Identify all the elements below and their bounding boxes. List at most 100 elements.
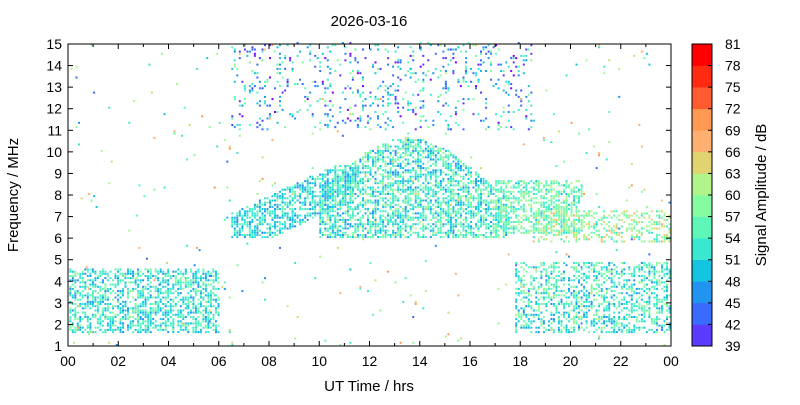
heatmap-cell [449, 214, 452, 217]
heatmap-cell [522, 283, 525, 286]
heatmap-cell [490, 225, 493, 228]
heatmap-cell [258, 201, 261, 204]
heatmap-cell [557, 182, 560, 185]
heatmap-cell [661, 307, 663, 310]
heatmap-cell [81, 303, 84, 305]
heatmap-cell [402, 223, 405, 226]
heatmap-cell [356, 225, 359, 228]
heatmap-cell [608, 225, 611, 228]
heatmap-cell [377, 145, 379, 148]
heatmap-cell [274, 221, 276, 223]
heatmap-cell [261, 223, 264, 226]
heatmap-cell [482, 216, 485, 219]
heatmap-cell [502, 193, 505, 195]
heatmap-cell [74, 309, 77, 312]
heatmap-cell [356, 203, 359, 206]
heatmap-cell [527, 287, 530, 290]
heatmap-cell [557, 229, 560, 232]
heatmap-cell [271, 212, 274, 215]
heatmap-cell [424, 193, 427, 195]
heatmap-cell [575, 212, 578, 215]
heatmap-cell [402, 147, 405, 150]
heatmap-cell [149, 311, 152, 314]
heatmap-cell [557, 322, 560, 325]
heatmap-cell [311, 205, 314, 208]
heatmap-cell [638, 229, 641, 232]
heatmap-cell [625, 214, 628, 217]
heatmap-cell [485, 186, 488, 189]
heatmap-cell [269, 231, 271, 234]
heatmap-cell [132, 290, 135, 293]
heatmap-cell [422, 229, 425, 232]
heatmap-cell [246, 221, 249, 223]
heatmap-cell [306, 177, 309, 180]
heatmap-cell [197, 316, 200, 318]
heatmap-cell [535, 210, 538, 213]
heatmap-cell [192, 281, 195, 284]
heatmap-cell [344, 210, 347, 213]
heatmap-cell [583, 264, 586, 267]
heatmap-cell [452, 154, 455, 157]
heatmap-cell [663, 240, 666, 243]
heatmap-cell [434, 162, 437, 165]
heatmap-cell [497, 205, 500, 208]
heatmap-cell [578, 197, 580, 200]
heatmap-cell [552, 229, 555, 232]
heatmap-cell [149, 296, 152, 299]
heatmap-cell [109, 277, 112, 280]
heatmap-cell [339, 188, 342, 191]
heatmap-cell [74, 313, 77, 316]
heatmap-cell [119, 311, 122, 314]
heatmap-cell [530, 307, 533, 310]
heatmap-cell [417, 186, 420, 189]
heatmap-cell [465, 208, 467, 211]
heatmap-cell [142, 328, 145, 331]
heatmap-cell [321, 205, 324, 208]
heatmap-cell [91, 290, 94, 293]
heatmap-cell [284, 201, 287, 204]
heatmap-cell [189, 322, 192, 325]
heatmap-cell [359, 210, 362, 213]
heatmap-cell [127, 307, 129, 310]
heatmap-cell [608, 300, 611, 303]
heatmap-cell [557, 320, 560, 323]
heatmap-cell [638, 328, 641, 331]
heatmap-cell [668, 277, 671, 280]
heatmap-cell [663, 303, 666, 305]
heatmap-cell [69, 294, 72, 297]
heatmap-cell [367, 210, 369, 213]
heatmap-cell [389, 182, 392, 185]
heatmap-cell [560, 234, 563, 236]
heatmap-cell [452, 193, 455, 195]
heatmap-cell [99, 290, 102, 293]
heatmap-cell [362, 234, 364, 236]
heatmap-cell [650, 266, 653, 269]
heatmap-cell [585, 266, 588, 269]
heatmap-cell [655, 318, 658, 321]
heatmap-cell [159, 307, 162, 310]
heatmap-cell [132, 311, 135, 314]
heatmap-cell [281, 227, 284, 230]
heatmap-cell [109, 326, 112, 329]
heatmap-cell [434, 171, 437, 174]
heatmap-cell [603, 296, 606, 299]
heatmap-cell [480, 205, 482, 208]
heatmap-cell [264, 197, 266, 200]
heatmap-cell [349, 175, 352, 178]
heatmap-cell [179, 277, 182, 280]
heatmap-cell [615, 210, 618, 213]
heatmap-cell [598, 305, 601, 308]
heatmap-cell [610, 303, 613, 305]
heatmap-cell [580, 195, 583, 198]
heatmap-cell [356, 167, 359, 170]
heatmap-cell [142, 300, 145, 303]
heatmap-cell [615, 331, 618, 334]
heatmap-cell [274, 212, 276, 215]
heatmap-cell [547, 203, 550, 206]
heatmap-cell [84, 272, 87, 275]
heatmap-cell [269, 214, 271, 217]
heatmap-cell [449, 193, 452, 195]
heatmap-cell [204, 285, 207, 288]
heatmap-cell [502, 197, 505, 200]
heatmap-cell [319, 182, 322, 185]
